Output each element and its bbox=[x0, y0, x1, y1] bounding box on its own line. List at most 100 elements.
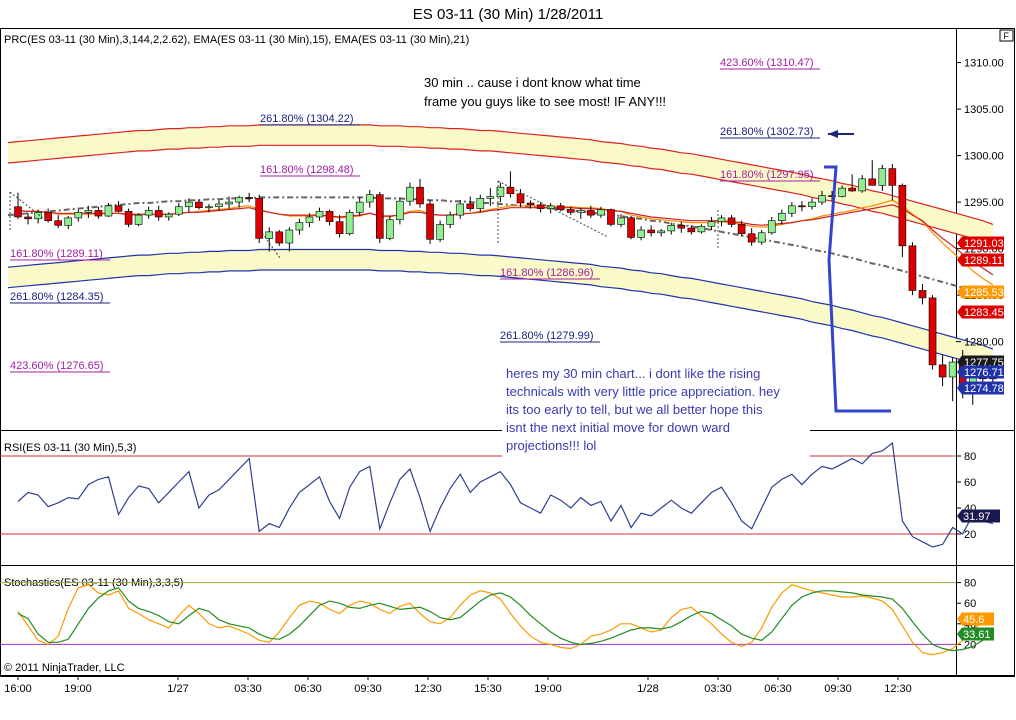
candle-body bbox=[426, 203, 434, 240]
candle-body bbox=[134, 214, 143, 225]
candle-body bbox=[908, 245, 917, 291]
fib-level-label: 161.80% (1286.96) bbox=[500, 267, 594, 279]
candle-body bbox=[24, 216, 32, 220]
candle-body bbox=[375, 194, 384, 239]
fib-level-label: 161.80% (1297.95) bbox=[720, 169, 814, 181]
candle-body bbox=[104, 205, 113, 217]
candle-body bbox=[154, 210, 163, 218]
corner-button[interactable] bbox=[999, 29, 1014, 42]
trend-line-1 bbox=[9, 191, 49, 223]
copyright-text: © 2011 NinjaTrader, LLC bbox=[4, 662, 125, 674]
note-bottom-line-2: technicals with very little price apprec… bbox=[506, 384, 780, 399]
candle-body bbox=[386, 219, 394, 239]
candle-body bbox=[416, 186, 424, 205]
candle-body bbox=[888, 168, 897, 186]
candle-body bbox=[818, 195, 826, 203]
candle-body bbox=[828, 195, 836, 197]
candle-body bbox=[536, 204, 545, 209]
candle-body bbox=[496, 186, 505, 197]
candle-body bbox=[597, 209, 605, 216]
x-tick-label: 03:30 bbox=[234, 683, 262, 695]
x-tick-label: 06:30 bbox=[764, 683, 792, 695]
trend-line-2 bbox=[497, 180, 609, 238]
candle-body bbox=[255, 198, 263, 239]
candle-body bbox=[185, 201, 193, 208]
note-bottom-box bbox=[502, 364, 810, 458]
candle-body bbox=[124, 211, 133, 225]
candle-body bbox=[687, 227, 696, 233]
stoch-value-label: 45.6 bbox=[963, 614, 984, 626]
candle-body bbox=[697, 225, 706, 233]
candle-body bbox=[617, 217, 625, 225]
fib-level-label: 161.80% (1289.11) bbox=[10, 248, 103, 260]
candle-body bbox=[94, 210, 103, 217]
y-tick-label: 1305.00 bbox=[964, 104, 1004, 116]
candle-body bbox=[345, 212, 354, 235]
stoch-k-line bbox=[17, 584, 994, 656]
candle-body bbox=[788, 205, 796, 214]
candle-body bbox=[556, 205, 565, 210]
rsi-value-badge bbox=[957, 509, 1000, 523]
candle-body bbox=[948, 361, 957, 378]
candle-body bbox=[516, 193, 525, 204]
price-marker-label: 1283.45 bbox=[964, 307, 1004, 319]
candlestick-group bbox=[14, 160, 997, 405]
y-tick-label: 1295.00 bbox=[964, 197, 1004, 209]
candle-body bbox=[928, 297, 937, 366]
stoch-value-label: 33.61 bbox=[963, 629, 991, 641]
arrow-icon bbox=[828, 130, 838, 138]
stoch-tick-label: 80 bbox=[964, 578, 976, 590]
candle-body bbox=[14, 206, 22, 218]
candle-body bbox=[245, 197, 253, 199]
lower-band-outer-line bbox=[7, 269, 994, 371]
candle-body bbox=[285, 229, 294, 244]
candle-body bbox=[486, 196, 495, 199]
price-panel-label: PRC(ES 03-11 (30 Min),3,144,2,2.62), EMA… bbox=[4, 34, 469, 46]
candle-body bbox=[265, 231, 274, 239]
candle-body bbox=[838, 187, 846, 197]
x-tick-label: 1/27 bbox=[167, 683, 188, 695]
price-marker-badge bbox=[957, 253, 1004, 267]
y-tick-label: 1280.00 bbox=[964, 337, 1004, 349]
candle-body bbox=[576, 210, 585, 213]
candle-body bbox=[737, 224, 746, 235]
candle-body bbox=[667, 225, 676, 232]
y-tick-label: 1300.00 bbox=[964, 151, 1004, 163]
candle-body bbox=[747, 233, 756, 243]
candle-body bbox=[898, 185, 907, 247]
price-marker-badge bbox=[957, 236, 1004, 250]
candle-body bbox=[717, 217, 726, 222]
candle-body bbox=[657, 230, 666, 234]
x-tick-label: 09:30 bbox=[354, 683, 382, 695]
chart-title: ES 03-11 (30 Min) 1/28/2011 bbox=[413, 6, 603, 23]
x-tick-label: 15:30 bbox=[474, 683, 502, 695]
candle-body bbox=[808, 201, 816, 208]
note-top-line-1: 30 min .. cause i dont know what time bbox=[424, 75, 641, 90]
fibonacci-levels-group: 423.60% (1310.47) 261.80% (1304.22) 261.80… bbox=[10, 57, 820, 373]
note-bottom-line-4: isnt the next initial move for down ward bbox=[506, 420, 730, 435]
candle-body bbox=[848, 187, 856, 192]
candle-body bbox=[757, 232, 766, 243]
candle-body bbox=[858, 178, 867, 192]
price-marker-badge bbox=[957, 355, 1004, 369]
note-bottom-line-1: heres my 30 min chart... i dont like the… bbox=[506, 366, 760, 381]
stoch-value-badge bbox=[957, 627, 994, 641]
fib-level-label: 161.80% (1298.48) bbox=[260, 164, 354, 176]
candle-body bbox=[566, 209, 575, 213]
candle-body bbox=[84, 210, 93, 213]
x-tick-label: 09:30 bbox=[824, 683, 852, 695]
price-marker-group: 1291.031289.111285.531283.451277.751276.… bbox=[957, 236, 1004, 395]
price-marker-label: 1289.11 bbox=[964, 255, 1003, 267]
candle-body bbox=[195, 201, 203, 208]
x-tick-label: 12:30 bbox=[414, 683, 442, 695]
candle-body bbox=[878, 168, 887, 186]
price-marker-badge bbox=[957, 381, 1004, 395]
candle-body bbox=[215, 203, 223, 208]
trend-line-4 bbox=[259, 229, 281, 259]
candle-body bbox=[74, 212, 83, 219]
fib-level-label: 261.80% (1302.73) bbox=[720, 126, 814, 138]
lower-band-fill bbox=[8, 249, 993, 370]
candle-body bbox=[476, 198, 485, 209]
candle-body bbox=[295, 222, 304, 231]
